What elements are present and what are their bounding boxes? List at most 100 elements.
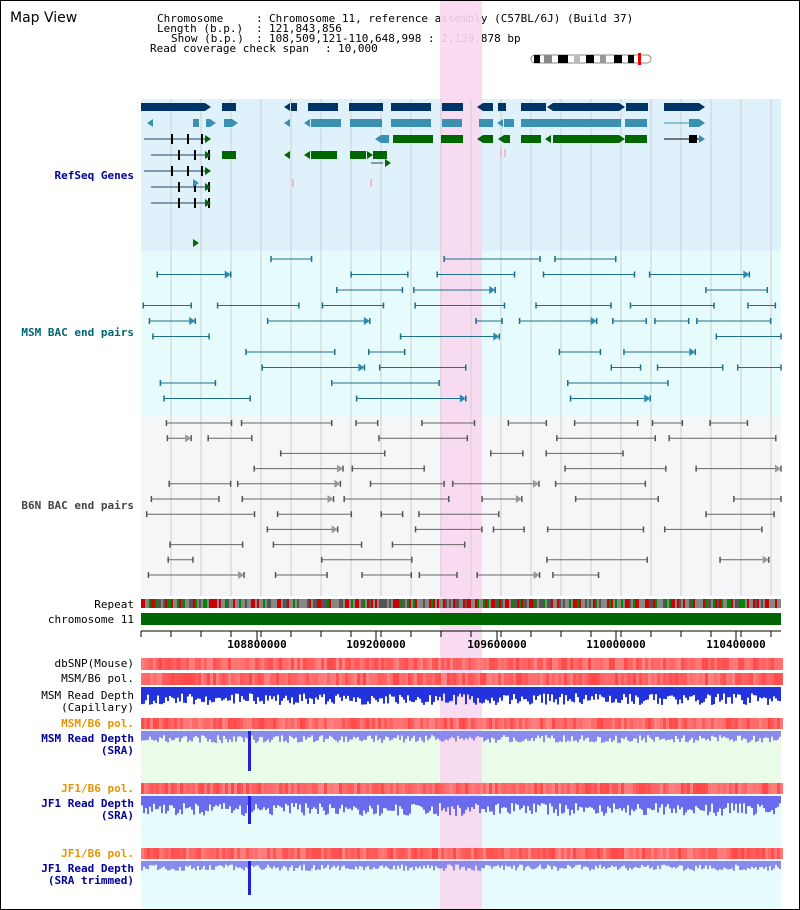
heat-cell [525,848,528,859]
heat-cell [249,673,252,685]
depth-bar [519,687,521,702]
repeat-segment [191,599,193,608]
heat-cell [471,658,474,670]
heat-cell [687,848,690,859]
depth-bar [675,861,677,869]
heat-cell [369,658,372,670]
depth-bar [277,687,279,695]
depth-bar [155,796,157,810]
repeat-segment [243,599,245,608]
depth-bar [241,731,243,738]
depth-bar [377,731,379,741]
depth-bar [157,796,159,809]
depth-bar [569,687,571,700]
depth-bar [453,731,455,739]
depth-bar [525,796,527,814]
heat-cell [675,673,678,685]
heat-cell [768,848,771,859]
repeat-segment [693,599,695,608]
depth-bar [395,796,397,805]
repeat-segment [233,599,235,608]
repeat-segment [607,599,609,608]
depth-bar [175,861,177,871]
depth-bar [611,861,613,866]
depth-bar [253,687,255,701]
depth-bar [615,731,617,736]
highlight-region[interactable] [440,1,482,909]
gene-strand-arrow [284,103,290,111]
heat-cell [441,718,444,729]
depth-bar [485,731,487,741]
repeat-segment [727,599,729,608]
repeat-segment [653,599,655,608]
heat-cell [762,658,765,670]
heat-cell [705,673,708,685]
heat-cell [399,718,402,729]
gene-strand-arrow [497,119,503,127]
repeat-segment [541,599,543,608]
depth-bar [359,731,361,741]
depth-bar [651,731,653,740]
depth-bar [201,731,203,736]
heat-cell [591,658,594,670]
depth-bar [595,731,597,742]
heat-cell [297,718,300,729]
heat-cell [681,673,684,685]
depth-bar [671,731,673,739]
gene-exon-block [206,119,210,127]
depth-bar [265,796,267,810]
depth-bar [303,731,305,737]
heat-cell [747,783,750,794]
depth-bar [641,796,643,810]
heat-cell [648,658,651,670]
heat-cell [732,658,735,670]
heat-cell [294,658,297,670]
heat-cell [738,718,741,729]
depth-bar [767,861,769,871]
heat-cell [228,718,231,729]
depth-bar [349,687,351,701]
gene-exon-block [311,151,337,159]
repeat-segment [763,599,765,608]
heat-cell [468,718,471,729]
depth-bar [197,687,199,699]
repeat-segment [597,599,599,608]
heat-cell [426,718,429,729]
depth-bar [589,796,591,807]
chromosome-ideogram[interactable] [530,53,654,65]
depth-bar [453,796,455,809]
heat-cell [216,783,219,794]
repeat-segment [605,599,607,608]
depth-bar [181,861,183,871]
depth-bar [505,861,507,866]
heat-cell [516,673,519,685]
heat-cell [318,673,321,685]
depth-bar [577,687,579,698]
depth-bar [275,861,277,869]
repeat-segment [569,599,571,608]
heat-cell [357,673,360,685]
gene-exon-block [442,119,462,127]
depth-bar [241,861,243,869]
depth-bar [203,731,205,736]
heat-cell [396,718,399,729]
depth-bar [585,861,587,867]
heat-cell [780,848,783,859]
heat-cell [351,783,354,794]
heat-cell [447,848,450,859]
depth-bar [635,687,637,696]
depth-bar [537,731,539,736]
depth-bar [445,796,447,812]
heat-cell [264,673,267,685]
depth-bar [475,796,477,804]
depth-bar [667,861,669,866]
depth-bar [713,861,715,869]
heat-cell [690,658,693,670]
repeat-segment [335,599,337,608]
heat-cell [468,848,471,859]
heat-cell [333,783,336,794]
heat-cell [762,718,765,729]
depth-bar [623,861,625,866]
repeat-segment [545,599,547,608]
